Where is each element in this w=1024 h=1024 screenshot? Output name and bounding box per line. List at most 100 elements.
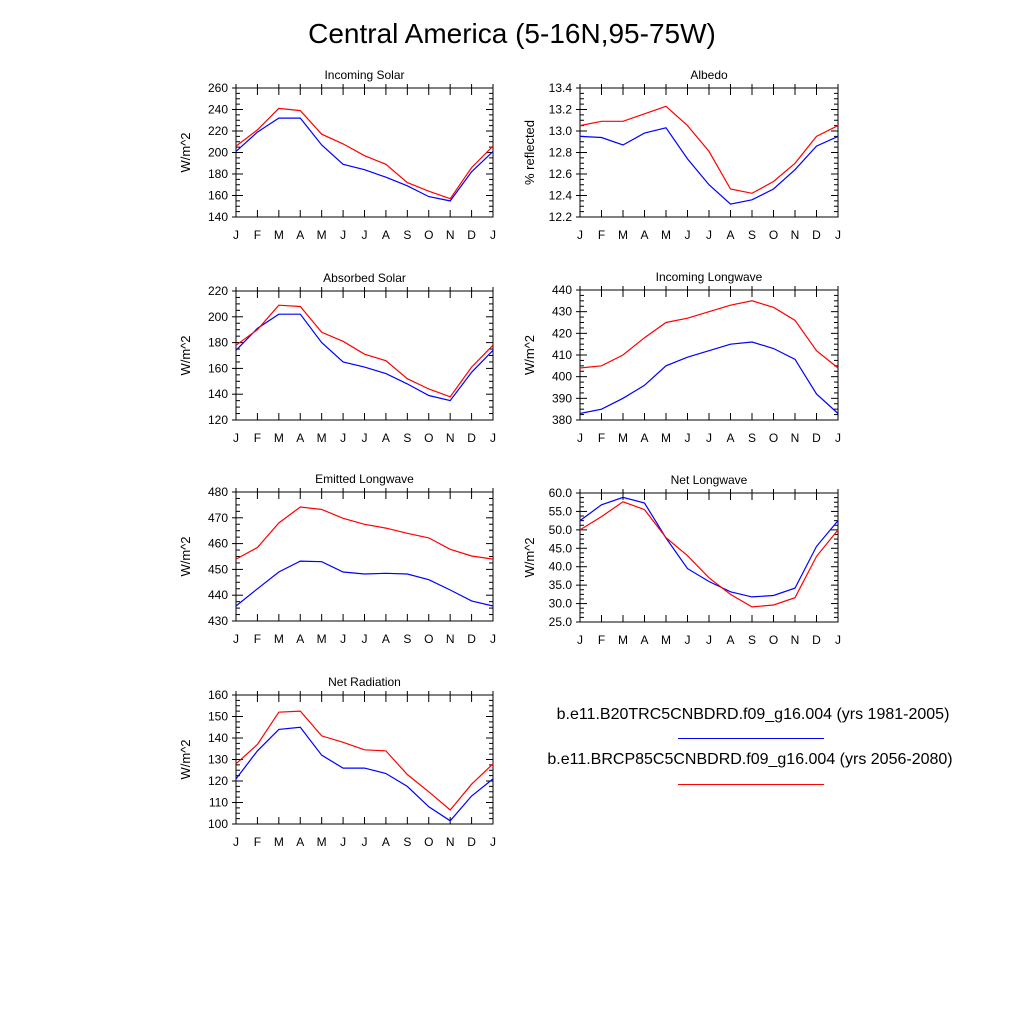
panel-net-radiation: Net Radiation W/m^2 100 110 120 130 140 150 160 J… <box>178 675 496 849</box>
x-tick-label: S <box>748 228 756 242</box>
panel-frame <box>579 492 839 623</box>
panel-emitted-longwave: Emitted Longwave W/m^2 430 440 450 460 470 480 J… <box>178 472 496 646</box>
x-tick-label: M <box>618 633 628 647</box>
y-tick-label: 13.2 <box>549 103 573 117</box>
y-tick-label: 120 <box>208 413 228 427</box>
x-tick-label: O <box>424 431 433 445</box>
x-tick-label: F <box>598 633 605 647</box>
y-tick-label: 460 <box>208 537 228 551</box>
y-tick-label: 40.0 <box>549 560 573 574</box>
y-tick-label: 140 <box>208 387 228 401</box>
x-tick-label: J <box>490 228 496 242</box>
y-tick-label: 12.8 <box>549 146 573 160</box>
y-axis-label: W/m^2 <box>178 739 193 779</box>
series-line-rcp85 <box>579 501 839 608</box>
y-tick-label: 50.0 <box>549 523 573 537</box>
x-tick-label: A <box>296 632 304 646</box>
legend-label-rcp85: b.e11.BRCP85C5CNBDRD.f09_g16.004 (yrs 20… <box>547 751 953 768</box>
y-tick-label: 400 <box>552 370 572 384</box>
main-title: Central America (5-16N,95-75W) <box>308 18 716 49</box>
x-tick-label: J <box>362 632 368 646</box>
x-tick-label: J <box>340 632 346 646</box>
y-tick-label: 180 <box>208 167 228 181</box>
x-tick-label: J <box>706 431 712 445</box>
y-tick-label: 25.0 <box>549 615 573 629</box>
series-line-historical <box>579 127 839 205</box>
x-tick-label: J <box>685 228 691 242</box>
x-tick-label: O <box>769 431 778 445</box>
y-tick-label: 140 <box>208 210 228 224</box>
x-tick-label: M <box>661 431 671 445</box>
y-tick-label: 390 <box>552 391 572 405</box>
x-tick-label: N <box>446 835 455 849</box>
y-tick-label: 160 <box>208 189 228 203</box>
y-tick-label: 480 <box>208 485 228 499</box>
y-axis-label: W/m^2 <box>178 335 193 375</box>
y-tick-label: 30.0 <box>549 597 573 611</box>
x-tick-label: A <box>296 431 304 445</box>
y-tick-label: 12.4 <box>549 189 573 203</box>
panel-frame <box>235 87 494 218</box>
x-tick-label: J <box>362 431 368 445</box>
y-tick-label: 260 <box>208 81 228 95</box>
series-line-historical <box>235 117 494 202</box>
x-tick-label: A <box>640 431 648 445</box>
series-line-historical <box>235 560 494 607</box>
x-tick-label: S <box>403 228 411 242</box>
x-tick-label: J <box>362 228 368 242</box>
series-line-rcp85 <box>235 710 494 811</box>
x-tick-label: O <box>769 633 778 647</box>
panel-albedo: Albedo % reflected 12.2 12.4 12.6 12.8 13.0 13.… <box>522 68 841 242</box>
x-tick-label: J <box>490 632 496 646</box>
x-tick-label: F <box>254 431 261 445</box>
x-tick-label: M <box>661 633 671 647</box>
panel-title: Incoming Longwave <box>656 270 763 284</box>
x-tick-label: D <box>812 633 821 647</box>
x-tick-label: M <box>274 431 284 445</box>
x-tick-label: J <box>233 228 239 242</box>
series-line-rcp85 <box>579 300 839 369</box>
panel-net-longwave: Net Longwave W/m^2 25.0 30.0 35.0 40.0 45.0 50.… <box>522 473 841 647</box>
y-tick-label: 430 <box>208 614 228 628</box>
x-tick-label: M <box>274 632 284 646</box>
legend-line-rcp85 <box>678 784 824 785</box>
x-tick-label: J <box>577 431 583 445</box>
x-tick-label: S <box>403 835 411 849</box>
y-tick-label: 180 <box>208 336 228 350</box>
y-tick-label: 12.2 <box>549 210 573 224</box>
y-tick-label: 12.6 <box>549 167 573 181</box>
x-tick-label: J <box>362 835 368 849</box>
x-tick-label: D <box>467 431 476 445</box>
y-tick-label: 35.0 <box>549 578 573 592</box>
y-tick-label: 160 <box>208 688 228 702</box>
y-tick-label: 470 <box>208 511 228 525</box>
x-tick-label: A <box>382 632 390 646</box>
x-tick-label: D <box>812 228 821 242</box>
y-tick-label: 440 <box>208 588 228 602</box>
x-tick-label: N <box>446 228 455 242</box>
x-tick-label: F <box>254 228 261 242</box>
x-tick-label: A <box>296 228 304 242</box>
x-tick-label: M <box>274 228 284 242</box>
series-line-historical <box>235 313 494 402</box>
series-line-rcp85 <box>235 107 494 200</box>
y-tick-label: 60.0 <box>549 486 573 500</box>
y-axis-label: W/m^2 <box>178 536 193 576</box>
y-tick-label: 420 <box>552 326 572 340</box>
y-axis-label: W/m^2 <box>178 132 193 172</box>
y-tick-label: 240 <box>208 103 228 117</box>
x-tick-label: O <box>424 835 433 849</box>
y-tick-label: 45.0 <box>549 541 573 555</box>
x-tick-label: J <box>835 633 841 647</box>
y-tick-label: 130 <box>208 753 228 767</box>
x-tick-label: A <box>640 228 648 242</box>
y-tick-label: 220 <box>208 124 228 138</box>
y-tick-label: 410 <box>552 348 572 362</box>
x-tick-label: M <box>618 431 628 445</box>
x-tick-label: D <box>812 431 821 445</box>
x-tick-label: S <box>403 431 411 445</box>
y-tick-label: 200 <box>208 310 228 324</box>
x-tick-label: M <box>618 228 628 242</box>
x-tick-label: J <box>577 633 583 647</box>
